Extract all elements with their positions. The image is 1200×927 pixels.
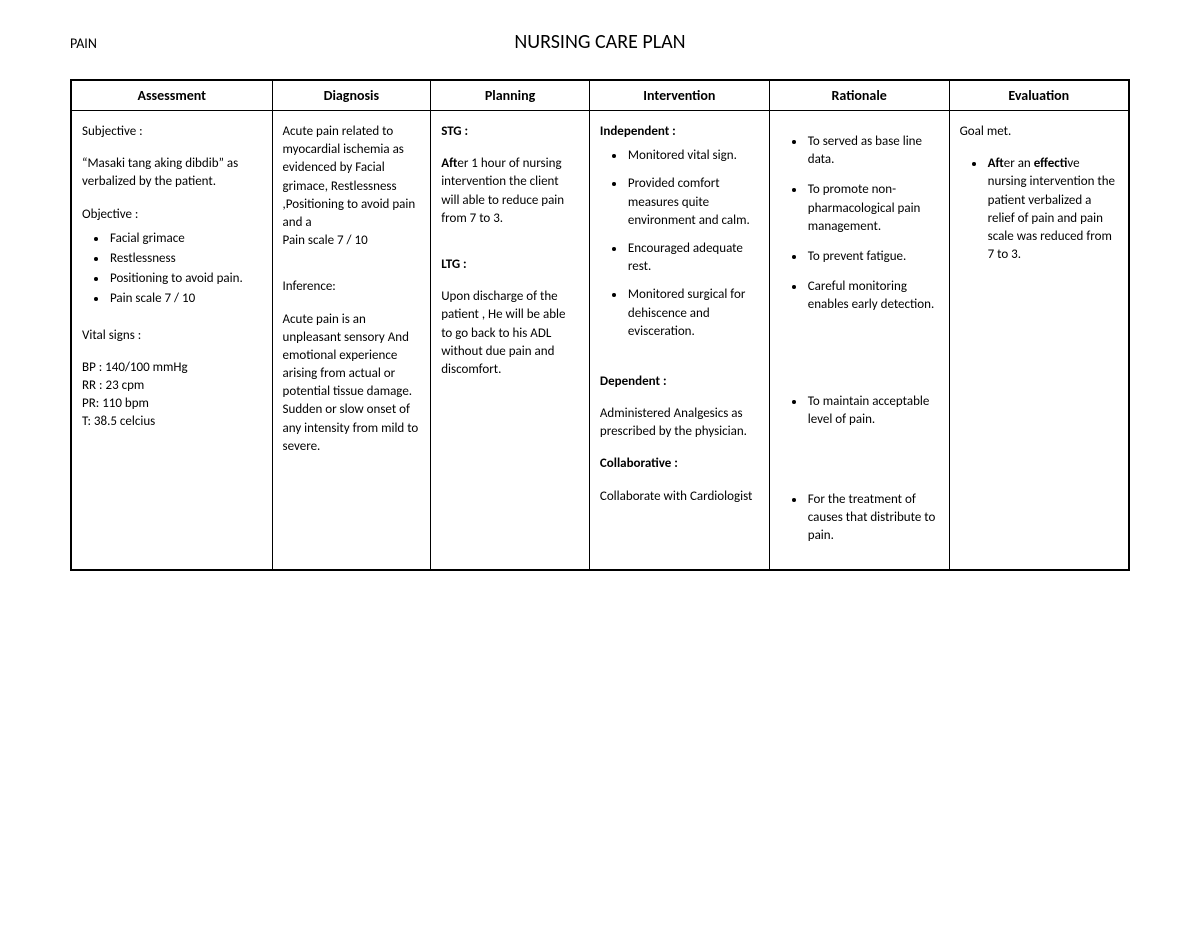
cell-evaluation: Goal met. After an effective nursing int…: [949, 111, 1129, 571]
care-plan-table: Assessment Diagnosis Planning Interventi…: [70, 79, 1130, 571]
inference-text: Acute pain is an unpleasant sensory And …: [283, 311, 421, 457]
independent-label: Independent :: [600, 124, 676, 139]
ltg-label: LTG :: [441, 257, 466, 272]
objective-list: Facial grimace Restlessness Positioning …: [82, 230, 262, 309]
eval-eff: effecti: [1034, 156, 1068, 171]
evaluation-list: After an effective nursing intervention …: [960, 155, 1118, 264]
list-item: To prevent fatigue.: [806, 248, 939, 266]
col-diagnosis: Diagnosis: [272, 80, 431, 111]
list-item: After an effective nursing intervention …: [986, 155, 1118, 264]
list-item: Monitored surgical for dehiscence and ev…: [626, 286, 759, 341]
dependent-label: Dependent :: [600, 374, 667, 389]
col-planning: Planning: [431, 80, 590, 111]
collab-label: Collaborative :: [600, 456, 678, 471]
collab-text: Collaborate with Cardiologist: [600, 488, 759, 506]
ltg-text: Upon discharge of the patient , He will …: [441, 288, 579, 379]
vitals-line: T: 38.5 celcius: [82, 413, 262, 431]
rationale-list-a: To served as base line data. To promote …: [780, 133, 939, 315]
list-item: Provided comfort measures quite environm…: [626, 175, 759, 230]
cell-assessment: Subjective : “Masaki tang aking dibdib” …: [71, 111, 272, 571]
eval-rest: nursing intervention the patient verbali…: [988, 174, 1115, 262]
stg-text: er 1 hour of nursing intervention the cl…: [441, 156, 564, 226]
list-item: Monitored vital sign.: [626, 147, 759, 165]
list-item: Pain scale 7 / 10: [108, 290, 262, 308]
list-item: To promote non-pharmacological pain mana…: [806, 181, 939, 236]
eval-txt: er an: [1004, 156, 1034, 171]
vitals-line: PR: 110 bpm: [82, 395, 262, 413]
col-assessment: Assessment: [71, 80, 272, 111]
eval-eff2: ve: [1067, 156, 1079, 171]
eval-after: Aft: [988, 156, 1004, 171]
goal-met: Goal met.: [960, 123, 1118, 141]
subjective-text: “Masaki tang aking dibdib” as verbalized…: [82, 155, 262, 191]
rationale-list-b: To maintain acceptable level of pain.: [780, 393, 939, 429]
dependent-text: Administered Analgesics as prescribed by…: [600, 405, 759, 441]
rationale-list-c: For the treatment of causes that distrib…: [780, 491, 939, 546]
col-evaluation: Evaluation: [949, 80, 1129, 111]
page-title: NURSING CARE PLAN: [370, 30, 1130, 54]
col-intervention: Intervention: [589, 80, 769, 111]
col-rationale: Rationale: [769, 80, 949, 111]
list-item: Careful monitoring enables early detecti…: [806, 278, 939, 314]
vitals-label: Vital signs :: [82, 328, 141, 343]
list-item: Encouraged adequate rest.: [626, 240, 759, 276]
stg-after: Aft: [441, 156, 457, 171]
objective-label: Objective :: [82, 207, 138, 222]
table-row: Subjective : “Masaki tang aking dibdib” …: [71, 111, 1129, 571]
list-item: Restlessness: [108, 250, 262, 268]
inference-label: Inference:: [283, 278, 421, 296]
independent-list: Monitored vital sign. Provided comfort m…: [600, 147, 759, 341]
topic-label: PAIN: [70, 35, 370, 52]
stg-label: STG :: [441, 124, 468, 139]
vitals-line: BP : 140/100 mmHg: [82, 359, 262, 377]
list-item: Facial grimace: [108, 230, 262, 248]
cell-planning: STG : After 1 hour of nursing interventi…: [431, 111, 590, 571]
cell-intervention: Independent : Monitored vital sign. Prov…: [589, 111, 769, 571]
diagnosis-text: Acute pain related to myocardial ischemi…: [283, 123, 421, 232]
diagnosis-text: Pain scale 7 / 10: [283, 232, 421, 250]
list-item: To maintain acceptable level of pain.: [806, 393, 939, 429]
list-item: Positioning to avoid pain.: [108, 270, 262, 288]
vitals-line: RR : 23 cpm: [82, 377, 262, 395]
cell-rationale: To served as base line data. To promote …: [769, 111, 949, 571]
table-header-row: Assessment Diagnosis Planning Interventi…: [71, 80, 1129, 111]
subjective-label: Subjective :: [82, 124, 143, 139]
cell-diagnosis: Acute pain related to myocardial ischemi…: [272, 111, 431, 571]
list-item: For the treatment of causes that distrib…: [806, 491, 939, 546]
list-item: To served as base line data.: [806, 133, 939, 169]
